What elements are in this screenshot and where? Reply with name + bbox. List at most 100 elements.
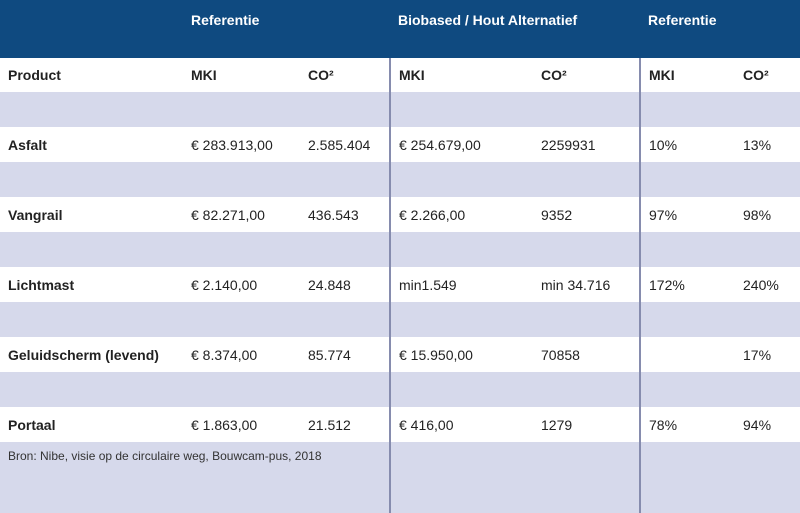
value-cell: € 283.913,00: [183, 127, 300, 162]
spacer-row: [0, 302, 800, 337]
spacer-cell: [183, 302, 300, 337]
value-cell: 9352: [533, 197, 641, 232]
spacer-cell: [389, 162, 533, 197]
spacer-cell: [533, 302, 641, 337]
value-cell: € 8.374,00: [183, 337, 300, 372]
source-row: Bron: Nibe, visie op de circulaire weg, …: [0, 442, 800, 513]
spacer-cell: [389, 302, 533, 337]
group-header: Biobased / Hout Alternatief: [390, 0, 641, 58]
column-header: MKI: [183, 58, 300, 92]
value-cell: 2.585.404: [300, 127, 390, 162]
spacer-cell: [533, 162, 641, 197]
value-cell: € 15.950,00: [389, 337, 533, 372]
value-cell: € 82.271,00: [183, 197, 300, 232]
source-note: Bron: Nibe, visie op de circulaire weg, …: [0, 442, 390, 513]
data-row: Geluidscherm (levend) € 8.374,00 85.774 € 1…: [0, 337, 800, 372]
value-cell: 70858: [533, 337, 641, 372]
value-cell: € 2.140,00: [183, 267, 300, 302]
value-cell: € 2.266,00: [389, 197, 533, 232]
spacer-cell: [735, 372, 800, 407]
spacer-cell: [735, 232, 800, 267]
value-cell: 10%: [639, 127, 736, 162]
product-name: Vangrail: [0, 197, 183, 232]
spacer-cell: [300, 232, 390, 267]
value-cell: 13%: [735, 127, 800, 162]
data-row: Vangrail € 82.271,00 436.543 € 2.266,00 9352…: [0, 197, 800, 232]
product-name: Asfalt: [0, 127, 183, 162]
product-name: Lichtmast: [0, 267, 183, 302]
data-row: Lichtmast € 2.140,00 24.848 min1.549 min 34.…: [0, 267, 800, 302]
spacer-cell: [639, 92, 736, 127]
value-cell: 98%: [735, 197, 800, 232]
group-header-row: Referentie Biobased / Hout Alternatief Ref…: [0, 0, 800, 58]
spacer-cell: [0, 232, 183, 267]
spacer-cell: [639, 162, 736, 197]
spacer-row: [0, 92, 800, 127]
spacer-row: [0, 162, 800, 197]
value-cell: 17%: [735, 337, 800, 372]
spacer-row: [0, 232, 800, 267]
value-cell: 240%: [735, 267, 800, 302]
header-blank: [0, 0, 183, 58]
spacer-cell: [389, 232, 533, 267]
value-cell: 85.774: [300, 337, 390, 372]
column-header-row: Product MKI CO² MKI CO² MKI CO²: [0, 58, 800, 92]
value-cell: 24.848: [300, 267, 390, 302]
spacer-cell: [533, 92, 641, 127]
data-row: Asfalt € 283.913,00 2.585.404 € 254.679,00 2…: [0, 127, 800, 162]
spacer-cell: [533, 232, 641, 267]
group-header: Referentie: [183, 0, 390, 58]
spacer-cell: [183, 92, 300, 127]
product-name: Portaal: [0, 407, 183, 442]
value-cell: 21.512: [300, 407, 390, 442]
spacer-cell: [300, 302, 390, 337]
spacer-cell: [735, 162, 800, 197]
column-header: CO²: [533, 58, 641, 92]
spacer-cell: [300, 372, 390, 407]
spacer-cell: [0, 302, 183, 337]
column-header: Product: [0, 58, 183, 92]
value-cell: 172%: [639, 267, 736, 302]
spacer-cell: [735, 302, 800, 337]
spacer-cell: [0, 162, 183, 197]
value-cell: min 34.716: [533, 267, 641, 302]
spacer-row: [0, 372, 800, 407]
column-header: CO²: [300, 58, 390, 92]
spacer-cell: [300, 92, 390, 127]
column-header: CO²: [735, 58, 800, 92]
spacer-cell: [735, 92, 800, 127]
group-header: Referentie: [640, 0, 800, 58]
spacer-cell: [0, 372, 183, 407]
value-cell: 2259931: [533, 127, 641, 162]
value-cell: min1.549: [389, 267, 533, 302]
spacer-cell: [300, 162, 390, 197]
spacer-cell: [639, 232, 736, 267]
spacer-cell: [639, 302, 736, 337]
column-header: MKI: [389, 58, 533, 92]
spacer-cell: [389, 92, 533, 127]
value-cell: 94%: [735, 407, 800, 442]
value-cell: 97%: [639, 197, 736, 232]
spacer-cell: [183, 372, 300, 407]
value-cell: 436.543: [300, 197, 390, 232]
spacer-cell: [639, 442, 800, 513]
value-cell: 1279: [533, 407, 641, 442]
data-row: Portaal € 1.863,00 21.512 € 416,00 1279 78% 94…: [0, 407, 800, 442]
column-header: MKI: [639, 58, 736, 92]
spacer-cell: [388, 442, 641, 513]
spacer-cell: [0, 92, 183, 127]
spacer-cell: [389, 372, 533, 407]
spacer-cell: [639, 372, 736, 407]
value-cell: € 416,00: [389, 407, 533, 442]
spacer-cell: [533, 372, 641, 407]
value-cell: € 1.863,00: [183, 407, 300, 442]
spacer-cell: [183, 162, 300, 197]
value-cell: 78%: [639, 407, 736, 442]
value-cell: € 254.679,00: [389, 127, 533, 162]
spacer-cell: [183, 232, 300, 267]
value-cell: [639, 337, 736, 372]
product-name: Geluidscherm (levend): [0, 337, 183, 372]
